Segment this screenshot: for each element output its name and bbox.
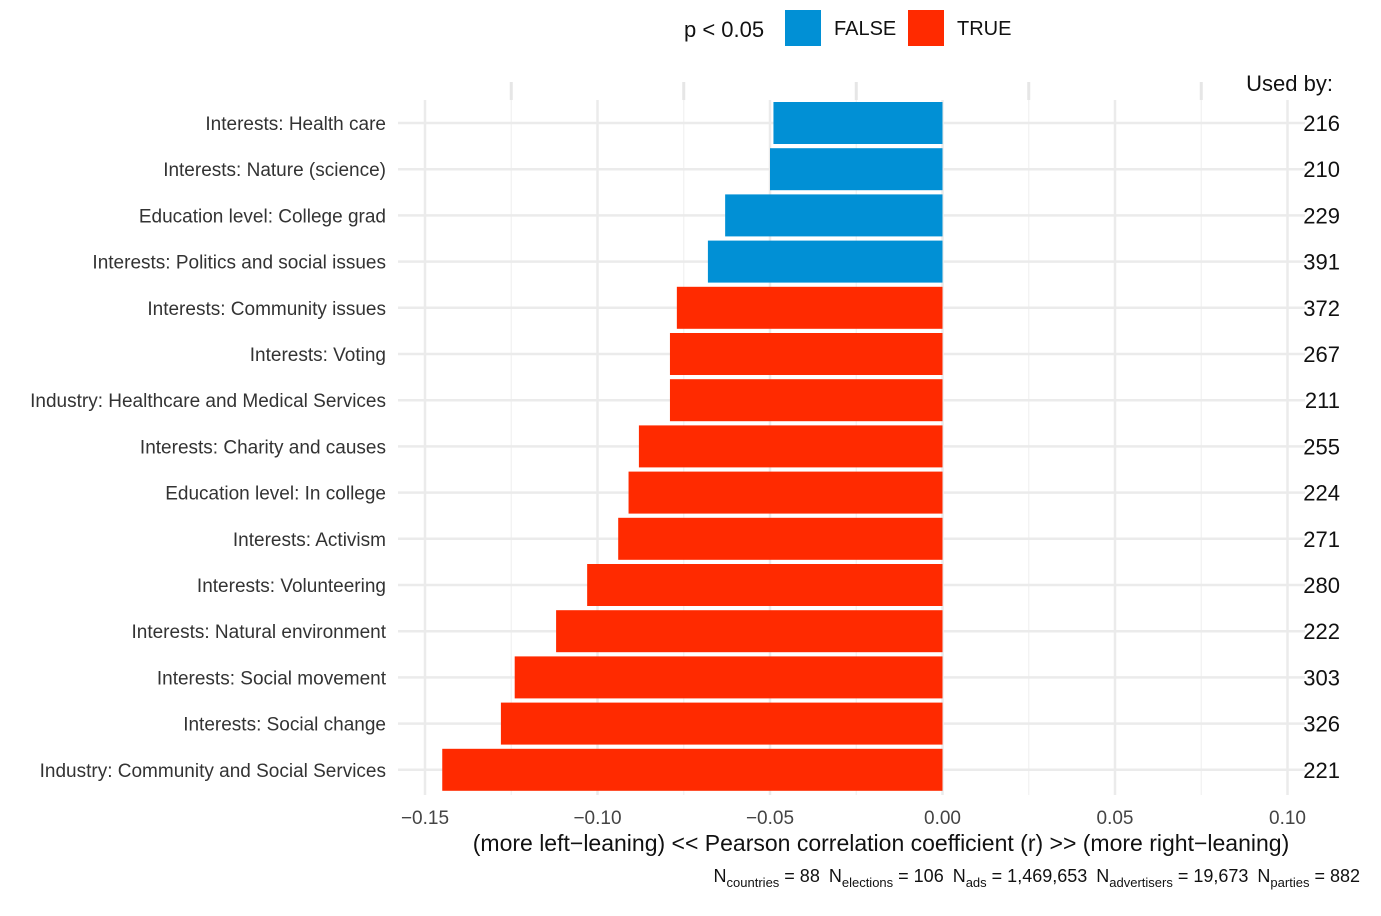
category-label: Interests: Activism <box>233 530 386 551</box>
sample-size-footnote: Ncountries = 88 Nelections = 106 Nads = … <box>714 866 1360 890</box>
bar <box>628 471 943 514</box>
bar <box>676 286 943 329</box>
bar <box>707 240 943 283</box>
used-by-value: 221 <box>1303 758 1340 783</box>
used-by-value: 372 <box>1303 296 1340 321</box>
bar <box>587 564 943 606</box>
used-by-value: 267 <box>1303 342 1340 367</box>
category-label: Interests: Health care <box>205 114 386 135</box>
bar <box>500 702 943 745</box>
x-tick-label: 0.05 <box>1097 808 1134 829</box>
bar <box>556 610 943 653</box>
x-axis-title: (more left−leaning) << Pearson correlati… <box>473 830 1290 856</box>
used-by-value: 303 <box>1303 665 1340 690</box>
used-by-values: 216 210 229 391 372 267 211 255 224 271 280 222 303 3… <box>1303 111 1340 783</box>
category-label: Education level: College grad <box>139 206 386 227</box>
bar <box>638 425 943 468</box>
used-by-header: Used by: <box>1246 71 1333 96</box>
bar <box>669 379 943 422</box>
top-tick-marks <box>509 82 1203 100</box>
used-by-value: 224 <box>1303 481 1340 506</box>
used-by-value: 280 <box>1303 573 1340 598</box>
category-label: Interests: Charity and causes <box>140 437 386 458</box>
used-by-value: 391 <box>1303 250 1340 275</box>
legend-label-true: TRUE <box>957 18 1011 40</box>
x-tick-label: −0.10 <box>573 808 621 829</box>
used-by-value: 216 <box>1303 111 1340 136</box>
used-by-value: 211 <box>1305 388 1340 413</box>
x-axis-tick-labels: −0.15 −0.10 −0.05 0.00 0.05 0.10 <box>401 808 1306 829</box>
category-label: Interests: Community issues <box>147 299 386 320</box>
category-label: Interests: Nature (science) <box>163 160 386 181</box>
category-label: Interests: Social change <box>183 715 386 736</box>
bar <box>773 102 943 144</box>
bar <box>725 194 943 237</box>
legend-title: p < 0.05 <box>684 17 764 42</box>
used-by-value: 222 <box>1303 619 1340 644</box>
category-label: Industry: Community and Social Services <box>40 761 386 782</box>
category-label: Education level: In college <box>165 484 386 505</box>
used-by-value: 271 <box>1303 527 1340 552</box>
legend-label-false: FALSE <box>834 18 896 40</box>
x-tick-label: −0.05 <box>746 808 794 829</box>
legend-swatch-false <box>785 10 821 46</box>
bar <box>514 656 943 699</box>
category-labels: Interests: Health care Interests: Nature … <box>30 114 387 782</box>
category-label: Interests: Volunteering <box>197 576 386 597</box>
x-tick-label: 0.10 <box>1269 808 1306 829</box>
bar <box>669 333 943 375</box>
category-label: Interests: Natural environment <box>131 622 386 643</box>
bar <box>770 148 943 191</box>
bar <box>618 517 943 560</box>
legend: p < 0.05 FALSE TRUE <box>684 10 1011 46</box>
x-tick-label: −0.15 <box>401 808 449 829</box>
category-label: Interests: Voting <box>250 345 386 366</box>
category-label: Interests: Politics and social issues <box>92 253 386 274</box>
used-by-value: 210 <box>1303 157 1340 182</box>
used-by-value: 326 <box>1303 712 1340 737</box>
category-label: Industry: Healthcare and Medical Service… <box>30 391 386 412</box>
bars <box>442 102 943 791</box>
legend-swatch-true <box>908 10 944 46</box>
bar <box>442 748 943 791</box>
used-by-value: 255 <box>1303 434 1340 459</box>
x-tick-label: 0.00 <box>924 808 961 829</box>
category-label: Interests: Social movement <box>157 668 387 689</box>
used-by-value: 229 <box>1303 203 1340 228</box>
